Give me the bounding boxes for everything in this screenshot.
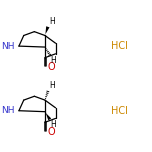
Text: HCl: HCl bbox=[111, 106, 128, 116]
Text: O: O bbox=[48, 62, 55, 72]
Text: O: O bbox=[48, 127, 55, 137]
Text: H: H bbox=[51, 56, 57, 65]
Text: HCl: HCl bbox=[111, 41, 128, 51]
Text: H: H bbox=[49, 81, 55, 90]
Text: NH: NH bbox=[2, 106, 15, 115]
Polygon shape bbox=[45, 26, 50, 36]
Text: H: H bbox=[49, 17, 55, 26]
Text: H: H bbox=[51, 120, 57, 129]
Text: NH: NH bbox=[2, 42, 15, 51]
Polygon shape bbox=[45, 112, 51, 120]
